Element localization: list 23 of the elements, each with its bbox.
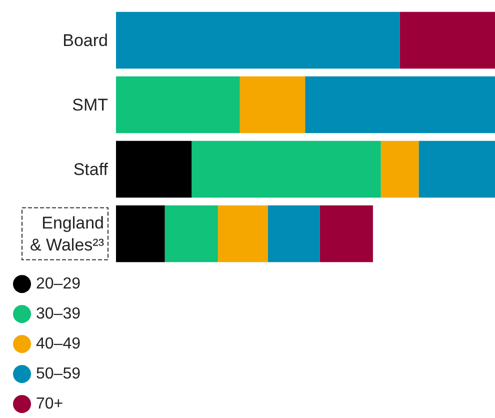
bar — [305, 76, 495, 134]
bar — [192, 140, 381, 198]
y-tick-label: England & Wales²³ — [30, 213, 104, 254]
bar — [418, 140, 495, 198]
legend-label: 40–49 — [36, 336, 81, 352]
y-tick-label: Board — [62, 30, 108, 50]
legend-label: 30–39 — [36, 306, 81, 322]
bar — [116, 12, 400, 69]
y-tick-label: SMT — [72, 95, 108, 114]
bar — [218, 205, 268, 262]
bar — [400, 12, 495, 69]
bar — [164, 205, 218, 262]
y-tick-label: Staff — [73, 160, 108, 179]
bar — [240, 76, 306, 134]
bar — [380, 140, 419, 198]
bar — [320, 205, 373, 262]
bar — [116, 205, 165, 262]
legend-label: 70+ — [36, 396, 64, 412]
bar — [116, 140, 192, 198]
legend-label: 20–29 — [36, 276, 81, 292]
legend-label: 50–59 — [36, 366, 81, 382]
bar — [116, 76, 240, 134]
bar — [268, 205, 320, 262]
